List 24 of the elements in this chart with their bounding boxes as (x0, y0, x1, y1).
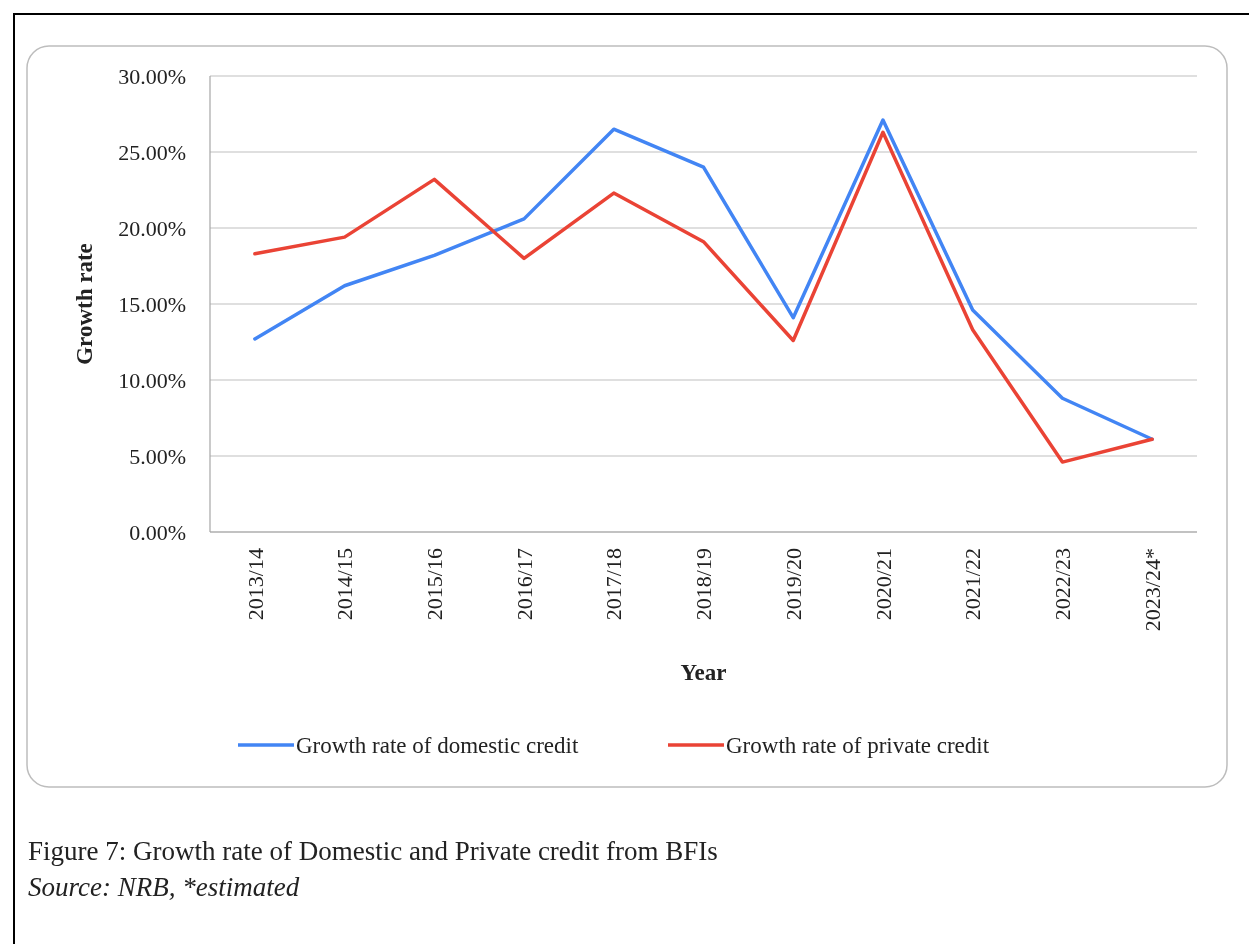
legend-label: Growth rate of private credit (726, 733, 990, 759)
x-tick-label: 2022/23 (1050, 548, 1076, 621)
x-tick-label: 2015/16 (422, 548, 448, 621)
x-tick-label: 2021/22 (960, 548, 986, 621)
x-tick-label: 2014/15 (332, 548, 358, 621)
x-tick-label: 2023/24* (1139, 548, 1165, 632)
x-tick-label: 2020/21 (870, 548, 896, 621)
x-tick-label: 2017/18 (601, 548, 627, 621)
legend-label: Growth rate of domestic credit (296, 733, 579, 759)
caption: Figure 7: Growth rate of Domestic and Private credit from BFIs (28, 836, 718, 866)
y-tick-label: 25.00% (118, 139, 186, 165)
x-tick-label: 2018/19 (691, 548, 717, 621)
y-tick-label: 15.00% (118, 291, 186, 317)
x-tick-label: 2019/20 (780, 548, 806, 621)
y-tick-label: 30.00% (118, 63, 186, 89)
x-tick-label: 2016/17 (511, 548, 537, 621)
y-axis-title: Growth rate (72, 243, 98, 365)
x-tick-label: 2013/14 (242, 548, 268, 621)
source-note: Source: NRB, *estimated (28, 872, 300, 902)
y-tick-label: 20.00% (118, 215, 186, 241)
y-tick-label: 10.00% (118, 367, 186, 393)
x-axis-title: Year (680, 660, 727, 685)
y-tick-label: 0.00% (129, 519, 186, 545)
y-tick-label: 5.00% (129, 443, 186, 469)
